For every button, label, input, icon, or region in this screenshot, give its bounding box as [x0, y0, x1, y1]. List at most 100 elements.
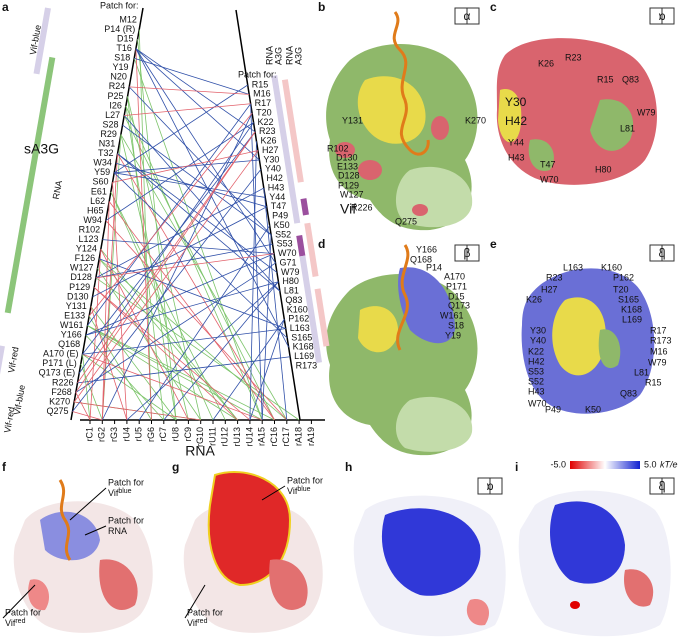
contact-line: [108, 201, 275, 421]
surface-f: [13, 479, 153, 633]
contact-line: [135, 48, 152, 421]
contact-line: [129, 86, 250, 95]
contact-line: [82, 353, 263, 421]
callout: Vifblue: [108, 488, 132, 499]
contact-line: [112, 182, 128, 421]
surface-h: [353, 495, 506, 637]
residue-label: T47: [540, 159, 556, 169]
residue-label: W79: [637, 107, 656, 117]
callout-text: Vif: [5, 618, 16, 628]
patch-header: Patch for:: [238, 69, 277, 79]
a3g-residue: A170 (E): [43, 349, 79, 359]
residue-label: Q83: [620, 388, 637, 398]
residue-label: H42: [505, 114, 527, 128]
residue-label: R23: [565, 52, 582, 62]
residue-label: Y30: [530, 325, 546, 335]
rna-residue: rU4: [121, 427, 131, 442]
vif-residue: K26: [260, 136, 276, 146]
callout: RNA: [108, 526, 127, 536]
residue-label: S165: [618, 294, 639, 304]
callout-sup: red: [197, 618, 207, 625]
vif-residue: Q83: [285, 295, 302, 305]
contact-line: [92, 206, 267, 298]
protein-name: Vif: [340, 201, 356, 217]
residue-label: S53: [528, 366, 544, 376]
contact-line: [128, 86, 272, 236]
residue-label: D15: [448, 291, 465, 301]
vif-residue: Y30: [263, 154, 279, 164]
residue-label: H80: [595, 164, 612, 174]
residue-label: S18: [448, 320, 464, 330]
residue-label: Q83: [622, 74, 639, 84]
patch-bar: [296, 235, 306, 257]
a3g-residue: R24: [109, 81, 126, 91]
contact-line: [105, 220, 288, 421]
icon-glyph: β: [464, 246, 471, 260]
contact-line: [126, 281, 279, 421]
residue-label: M16: [650, 346, 668, 356]
residue-label: R15: [645, 377, 662, 387]
contact-line: [138, 225, 270, 421]
contact-line: [88, 112, 253, 317]
a3g-residue: P25: [108, 91, 124, 101]
contact-line: [261, 234, 272, 421]
a3g-residue: N31: [99, 139, 116, 149]
vif-residue: H42: [266, 173, 283, 183]
patch-bar: [304, 222, 319, 277]
a3g-residue: N20: [110, 72, 127, 82]
a3g-residue: Y59: [94, 167, 110, 177]
panel-label: f: [2, 460, 7, 474]
vif-residue: P162: [288, 314, 309, 324]
callout: Patch for: [108, 515, 144, 525]
icon-glyph: α: [658, 9, 665, 23]
a3g-residue: W34: [93, 158, 112, 168]
surface-d: [326, 244, 478, 456]
vif-residue: L163: [290, 323, 310, 333]
residue-label: W161: [440, 310, 464, 320]
residue-label: W70: [540, 174, 559, 184]
contact-line: [99, 258, 286, 329]
a3g-residue: W94: [83, 215, 102, 225]
a3g-residue: T32: [98, 148, 114, 158]
residue-label: R102: [327, 143, 349, 153]
patch-bar: [300, 198, 309, 216]
patch-header: Patch for:: [100, 0, 139, 10]
panel-label: e: [490, 237, 497, 251]
contact-line: [133, 58, 263, 421]
vif-residue: P49: [272, 211, 288, 221]
vif-residue: R15: [252, 79, 269, 89]
callout: Vifblue: [287, 486, 311, 497]
a3g-residue: I26: [109, 100, 122, 110]
contact-line: [127, 96, 202, 421]
contact-line: [77, 131, 256, 384]
rna-residue: rA18: [293, 427, 303, 446]
contact-line: [74, 401, 201, 421]
residue-label: K160: [601, 262, 622, 272]
colorbar-label: 5.0: [644, 459, 657, 469]
contact-line: [101, 153, 118, 421]
patch-header: RNA: [264, 46, 274, 65]
contact-line: [110, 191, 226, 421]
contact-line: [85, 253, 275, 336]
rna-residue: rC7: [158, 427, 168, 442]
patch-bar: [33, 7, 51, 75]
a3g-residue: P129: [69, 282, 90, 292]
contact-line: [78, 122, 254, 374]
contact-line: [138, 29, 152, 421]
axis-vif: [235, 9, 301, 421]
contact-line: [135, 48, 260, 161]
contact-line: [95, 187, 264, 279]
patch-bar-label: Vif-red: [6, 346, 20, 374]
residue-label: P129: [338, 180, 359, 190]
a3g-residue: L27: [105, 110, 120, 120]
panel-label: c: [490, 0, 497, 14]
a3g-residue: K270: [49, 396, 70, 406]
colorbar-unit: kT/e: [660, 459, 678, 469]
a3g-residue: R29: [100, 129, 117, 139]
contact-line: [105, 122, 254, 221]
residue-label: K26: [538, 58, 554, 68]
residue-label: P162: [613, 272, 634, 282]
rna-residue: rU8: [170, 427, 180, 442]
patch-header: RNA: [284, 46, 294, 65]
contact-line: [100, 248, 238, 421]
